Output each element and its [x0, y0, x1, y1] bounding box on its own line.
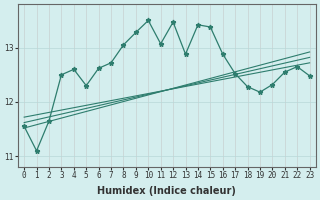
X-axis label: Humidex (Indice chaleur): Humidex (Indice chaleur): [98, 186, 236, 196]
